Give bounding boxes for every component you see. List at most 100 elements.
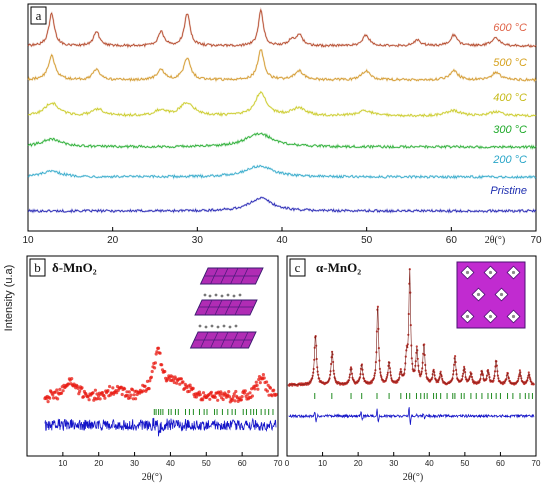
panel-b-difference-line — [44, 417, 277, 437]
panel-b-observed-point — [227, 395, 232, 399]
panel-b-observed-point — [119, 385, 123, 389]
panel-a-x-axis-label: 2θ(°) — [485, 235, 505, 246]
panel-b-observed-point — [76, 386, 80, 390]
panel-a-x-tick-label-2: 30 — [192, 235, 204, 246]
panel-b-observed-point — [156, 346, 161, 350]
panel-b-observed-point — [248, 391, 252, 395]
panel-b-observed-point — [98, 397, 102, 401]
panel-b-observed-point — [201, 391, 206, 395]
panel-b-phase-label: δ-MnO₂ — [52, 260, 97, 275]
tunnel-cations — [465, 270, 516, 319]
panel-b-observed-point — [258, 381, 262, 385]
panel-b-observed-point — [48, 396, 52, 400]
panel-a-x-tick-label-4: 50 — [361, 235, 373, 246]
panel-b-observed-point — [125, 390, 129, 394]
panel-b-letter: b — [34, 260, 41, 275]
panel-b-observed-point — [80, 386, 84, 390]
panel-c-x-tick-label-7: 70 — [532, 459, 541, 468]
panel-b-observed-point — [46, 400, 50, 404]
panel-b-observed-point — [194, 395, 198, 399]
pattern-halo-2 — [27, 131, 537, 151]
panel-b-observed-point — [274, 392, 278, 397]
panel-b-observed-point — [59, 391, 64, 395]
panel-b-observed-point — [149, 375, 153, 379]
panel-b-observed-point — [51, 393, 55, 397]
panel-b-observed-point — [148, 379, 152, 383]
panel-b-observed-point — [158, 351, 162, 355]
panel-c-x-tick-label-6: 60 — [496, 459, 505, 468]
panel-b-observed-point — [198, 393, 202, 397]
panel-b-observed-point — [102, 394, 106, 398]
panel-b-observed-point — [147, 387, 151, 391]
panel-b-observed-point — [61, 389, 65, 393]
panel-b-observed-point — [58, 387, 62, 391]
panel-b-observed-point — [56, 397, 60, 401]
panel-c-x-tick-label-1: 10 — [318, 459, 327, 468]
panel-c-letter: c — [295, 260, 301, 275]
panel-c-observed-point — [532, 383, 535, 386]
mno6-layer-2-edges — [198, 300, 254, 315]
panel-b-observed-point — [153, 366, 157, 370]
panel-b-observed-point — [216, 398, 220, 402]
panel-b-observed-point — [213, 395, 217, 399]
panel-b-observed-point — [120, 392, 124, 397]
panel-b-frame — [26, 255, 279, 457]
panel-b-observed-point — [208, 397, 212, 401]
panel-b-observed-point — [70, 377, 74, 381]
panel-b-observed-point — [239, 398, 243, 402]
panel-a-x-tick-label-3: 40 — [276, 235, 288, 246]
panel-b-x-axis-label: 2θ(°) — [142, 472, 162, 483]
series-label-3: 400 °C — [493, 92, 527, 104]
panel-b-observed-point — [128, 396, 132, 400]
pattern-line-1 — [27, 164, 537, 179]
panel-a-letter: a — [36, 8, 42, 23]
panel-b-x-tick-label-0: 10 — [58, 459, 67, 468]
panel-b-observed-point — [132, 393, 136, 397]
panel-b-observed-point — [93, 388, 97, 392]
interlayer-ions-1 — [203, 293, 242, 298]
panel-b-observed-point — [163, 369, 167, 374]
y-axis-label: Intensity (u.a) — [3, 265, 15, 332]
panel-b-observed-point — [82, 395, 86, 399]
panel-c-difference-line — [288, 407, 535, 425]
panel-a-frame — [27, 3, 537, 232]
panel-c-observed-point — [415, 345, 418, 348]
panel-b-observed-point — [234, 389, 238, 394]
panel-b-x-tick-label-4: 50 — [202, 459, 211, 468]
panel-b-observed-point — [123, 387, 127, 391]
panel-c: c α-MnO₂ 0 10 20 30 40 50 60 70 — [285, 255, 541, 483]
panel-c-observed-point — [478, 380, 481, 384]
panel-c-observed-point — [454, 355, 457, 358]
panel-c-calculated-line — [288, 268, 534, 386]
panel-b-observed-point — [221, 397, 225, 402]
panel-c-frame — [286, 255, 537, 457]
panel-b-observed-point — [261, 373, 265, 377]
panel-b-observed-point — [262, 376, 266, 380]
panel-c-x-tick-label-3: 30 — [389, 459, 398, 468]
panel-b-observed-point — [141, 389, 146, 393]
panel-b-observed-point — [150, 369, 154, 374]
interlayer-ions-2 — [198, 324, 238, 329]
panel-b-observed-point — [179, 377, 183, 381]
series-label-5: 600 °C — [493, 22, 527, 34]
panel-b-observed-point — [115, 391, 119, 395]
panel-b-letter-box — [29, 258, 46, 277]
panel-a-x-tick-label-last: 70 — [530, 235, 542, 246]
panel-b-observed-point — [160, 363, 164, 367]
panel-b-observed-point — [187, 389, 191, 393]
panel-b-observed-point — [232, 392, 236, 396]
panel-c-phase-label: α-MnO₂ — [316, 260, 361, 275]
panel-b-observed-point — [155, 350, 159, 354]
panel-b-observed-point — [87, 398, 91, 402]
panel-b-observed-point — [52, 396, 56, 400]
panel-b-observed-point — [244, 394, 248, 398]
panel-c-x-tick-label-2: 20 — [354, 459, 363, 468]
panel-c-observed-point — [463, 365, 466, 368]
panel-b: b δ-MnO₂ 10 20 30 40 50 60 70 — [26, 255, 283, 483]
panel-b-observed-point — [253, 387, 257, 391]
panel-b-observed-point — [191, 386, 195, 390]
panel-b-observed-point — [188, 383, 192, 387]
pattern-line-5 — [27, 8, 537, 48]
pattern-line-0 — [27, 196, 537, 214]
